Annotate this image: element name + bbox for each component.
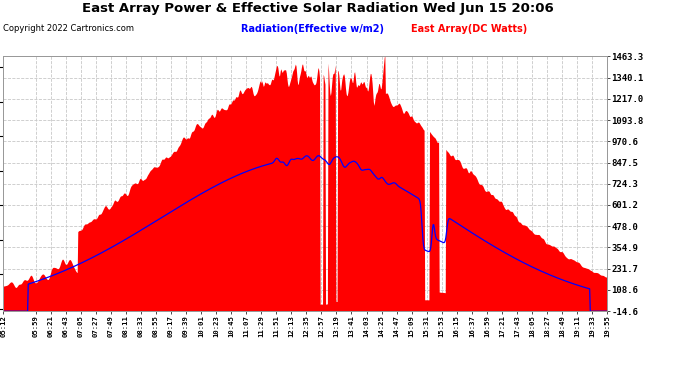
Text: East Array Power & Effective Solar Radiation Wed Jun 15 20:06: East Array Power & Effective Solar Radia…	[81, 2, 553, 15]
Text: East Array(DC Watts): East Array(DC Watts)	[411, 24, 526, 34]
Text: Copyright 2022 Cartronics.com: Copyright 2022 Cartronics.com	[3, 24, 135, 33]
Text: Radiation(Effective w/m2): Radiation(Effective w/m2)	[241, 24, 384, 34]
